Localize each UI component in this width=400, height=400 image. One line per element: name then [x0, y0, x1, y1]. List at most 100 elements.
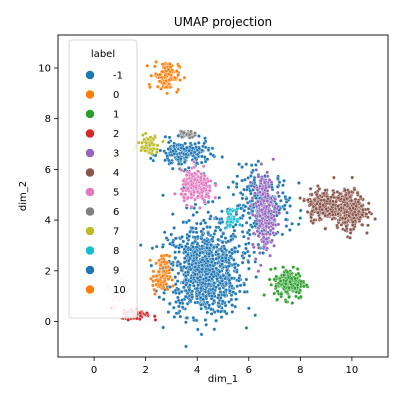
scatter-point [170, 166, 175, 171]
scatter-point [258, 263, 263, 268]
scatter-point [252, 184, 257, 189]
scatter-point [321, 203, 325, 208]
legend-box [68, 39, 138, 319]
scatter-point [244, 277, 249, 282]
scatter-point [203, 254, 208, 259]
scatter-point [197, 134, 201, 138]
scatter-point [320, 207, 324, 212]
legend-marker [85, 148, 95, 158]
legend-marker [85, 226, 95, 236]
scatter-point [153, 292, 157, 296]
scatter-point [262, 212, 267, 216]
scatter-point [310, 209, 314, 214]
scatter-point [357, 209, 361, 214]
scatter-point [203, 318, 208, 322]
legend-marker [85, 245, 95, 256]
scatter-point [189, 192, 193, 197]
scatter-point [293, 286, 297, 290]
scatter-point [184, 283, 188, 287]
scatter-point [184, 203, 189, 208]
scatter-point [164, 265, 169, 270]
scatter-point [198, 175, 203, 180]
scatter-point [244, 326, 249, 330]
scatter-point [158, 283, 163, 287]
scatter-point [338, 191, 342, 196]
scatter-point [242, 208, 247, 213]
scatter-point [310, 192, 314, 197]
scatter-point [321, 191, 326, 196]
scatter-point [235, 174, 240, 179]
scatter-point [214, 318, 218, 323]
scatter-point [173, 192, 177, 196]
scatter-point [212, 291, 216, 296]
scatter-point [217, 195, 222, 200]
scatter-point [192, 177, 197, 182]
scatter-point [221, 231, 226, 236]
scatter-point [304, 283, 309, 287]
scatter-point [266, 215, 270, 219]
scatter-point [308, 186, 313, 191]
scatter-point [201, 227, 206, 231]
scatter-point [200, 154, 204, 159]
scatter-point [295, 267, 300, 271]
scatter-point [214, 250, 219, 254]
scatter-point [160, 69, 165, 74]
scatter-point [194, 185, 198, 190]
scatter-point [337, 207, 342, 212]
scatter-point [206, 282, 211, 286]
scatter-point [285, 210, 289, 215]
scatter-point [298, 216, 303, 220]
x-tick-label: 10 [346, 365, 359, 376]
legend-entry-label: 6 [113, 207, 119, 218]
scatter-point [170, 212, 175, 216]
scatter-point [208, 263, 213, 268]
scatter-point [322, 198, 326, 202]
scatter-point [191, 315, 196, 320]
scatter-point [167, 135, 172, 140]
legend-marker [85, 187, 95, 197]
scatter-point [189, 182, 194, 187]
scatter-point [194, 221, 199, 226]
scatter-point [259, 162, 264, 166]
scatter-point [291, 265, 296, 270]
scatter-point [246, 211, 251, 215]
scatter-point [196, 194, 201, 198]
scatter-point [166, 72, 171, 77]
scatter-point [272, 205, 277, 210]
scatter-point [195, 327, 200, 332]
scatter-point [202, 186, 207, 191]
scatter-point [195, 152, 200, 157]
scatter-point [161, 285, 166, 290]
legend-entry-label: 4 [113, 168, 119, 179]
scatter-point [249, 174, 253, 178]
y-tick-label: 8 [45, 114, 51, 125]
scatter-point [200, 280, 205, 285]
scatter-point [167, 301, 172, 306]
scatter-point [336, 196, 341, 201]
scatter-point [287, 196, 292, 200]
scatter-point [251, 213, 255, 217]
scatter-point [314, 192, 319, 197]
scatter-point [139, 148, 144, 153]
scatter-point [165, 91, 169, 96]
scatter-point [188, 267, 193, 272]
scatter-point [243, 204, 248, 209]
scatter-point [145, 63, 149, 68]
scatter-point [137, 317, 142, 321]
scatter-point [228, 219, 233, 224]
scatter-point [233, 249, 237, 254]
scatter-point [193, 197, 197, 202]
scatter-point [204, 192, 209, 197]
scatter-point [179, 168, 184, 173]
scatter-point [262, 293, 266, 297]
scatter-point [214, 256, 219, 261]
scatter-point [209, 312, 214, 316]
legend-entry-label: 9 [113, 266, 119, 277]
scatter-point [191, 245, 195, 249]
scatter-point [265, 189, 270, 193]
scatter-point [148, 85, 152, 90]
scatter-point [268, 232, 272, 237]
scatter-point [184, 344, 188, 349]
scatter-point [195, 286, 200, 291]
scatter-point [367, 210, 372, 215]
